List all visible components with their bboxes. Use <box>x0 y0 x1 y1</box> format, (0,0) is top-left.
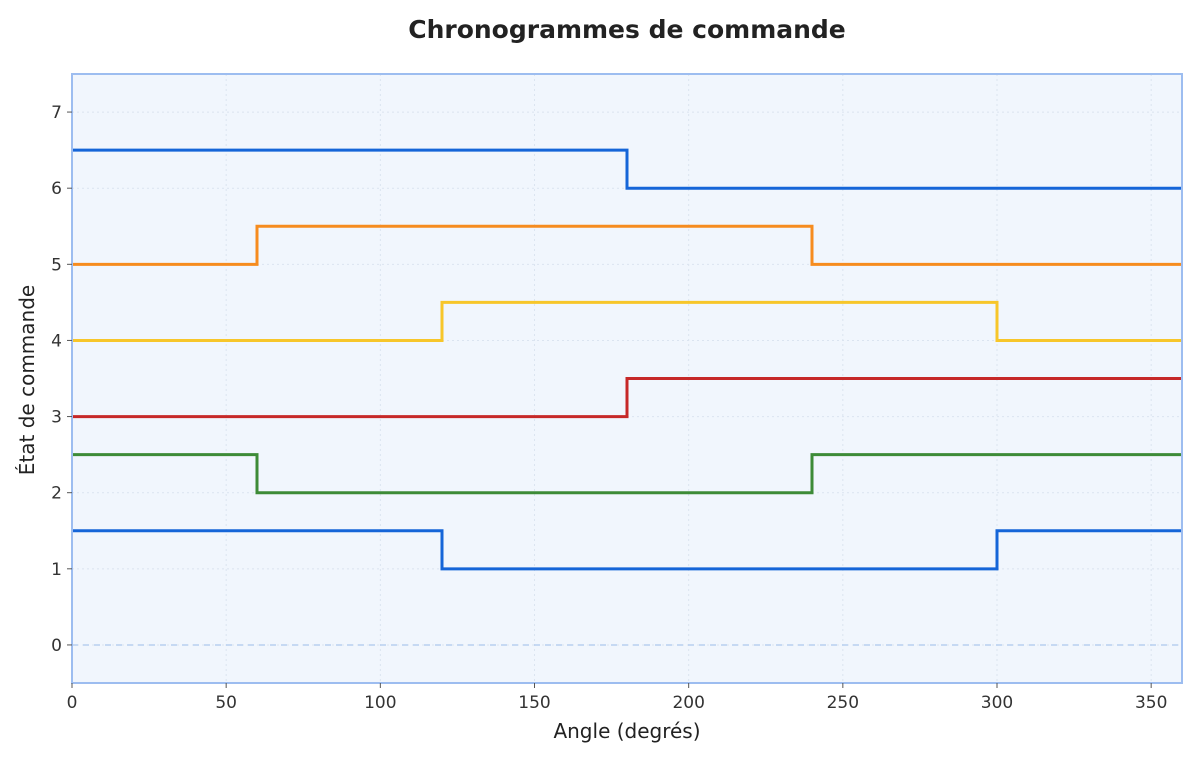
y-tick-label: 3 <box>51 408 62 428</box>
x-tick-label: 250 <box>827 693 859 713</box>
x-tick-label: 150 <box>518 693 550 713</box>
y-tick-label: 1 <box>51 560 62 580</box>
y-tick-label: 6 <box>51 179 62 199</box>
y-tick-label: 2 <box>51 484 62 504</box>
y-tick-label: 0 <box>51 636 62 656</box>
x-tick-label: 100 <box>364 693 396 713</box>
y-axis-label: État de commande <box>15 285 39 475</box>
chart-title: Chronogrammes de commande <box>408 15 846 44</box>
x-tick-label: 350 <box>1135 693 1167 713</box>
y-tick-label: 4 <box>51 331 62 351</box>
x-axis-label: Angle (degrés) <box>553 719 700 743</box>
x-tick-label: 50 <box>215 693 237 713</box>
series-line-6 <box>72 529 1182 571</box>
series-line-1 <box>72 148 1182 190</box>
series-layer <box>72 148 1182 571</box>
series-line-4 <box>72 377 1182 419</box>
y-axis-ticks: 0 1 2 3 4 5 6 7 <box>51 103 72 656</box>
x-tick-label: 0 <box>67 693 78 713</box>
x-tick-label: 300 <box>981 693 1013 713</box>
x-axis-ticks: 0 50 100 150 200 250 300 350 <box>67 683 1167 713</box>
series-line-3 <box>72 300 1182 342</box>
y-tick-label: 5 <box>51 255 62 275</box>
series-line-5 <box>72 453 1182 495</box>
x-tick-label: 200 <box>672 693 704 713</box>
plot-frame <box>71 73 1183 684</box>
y-tick-label: 7 <box>51 103 62 123</box>
series-line-2 <box>72 224 1182 266</box>
